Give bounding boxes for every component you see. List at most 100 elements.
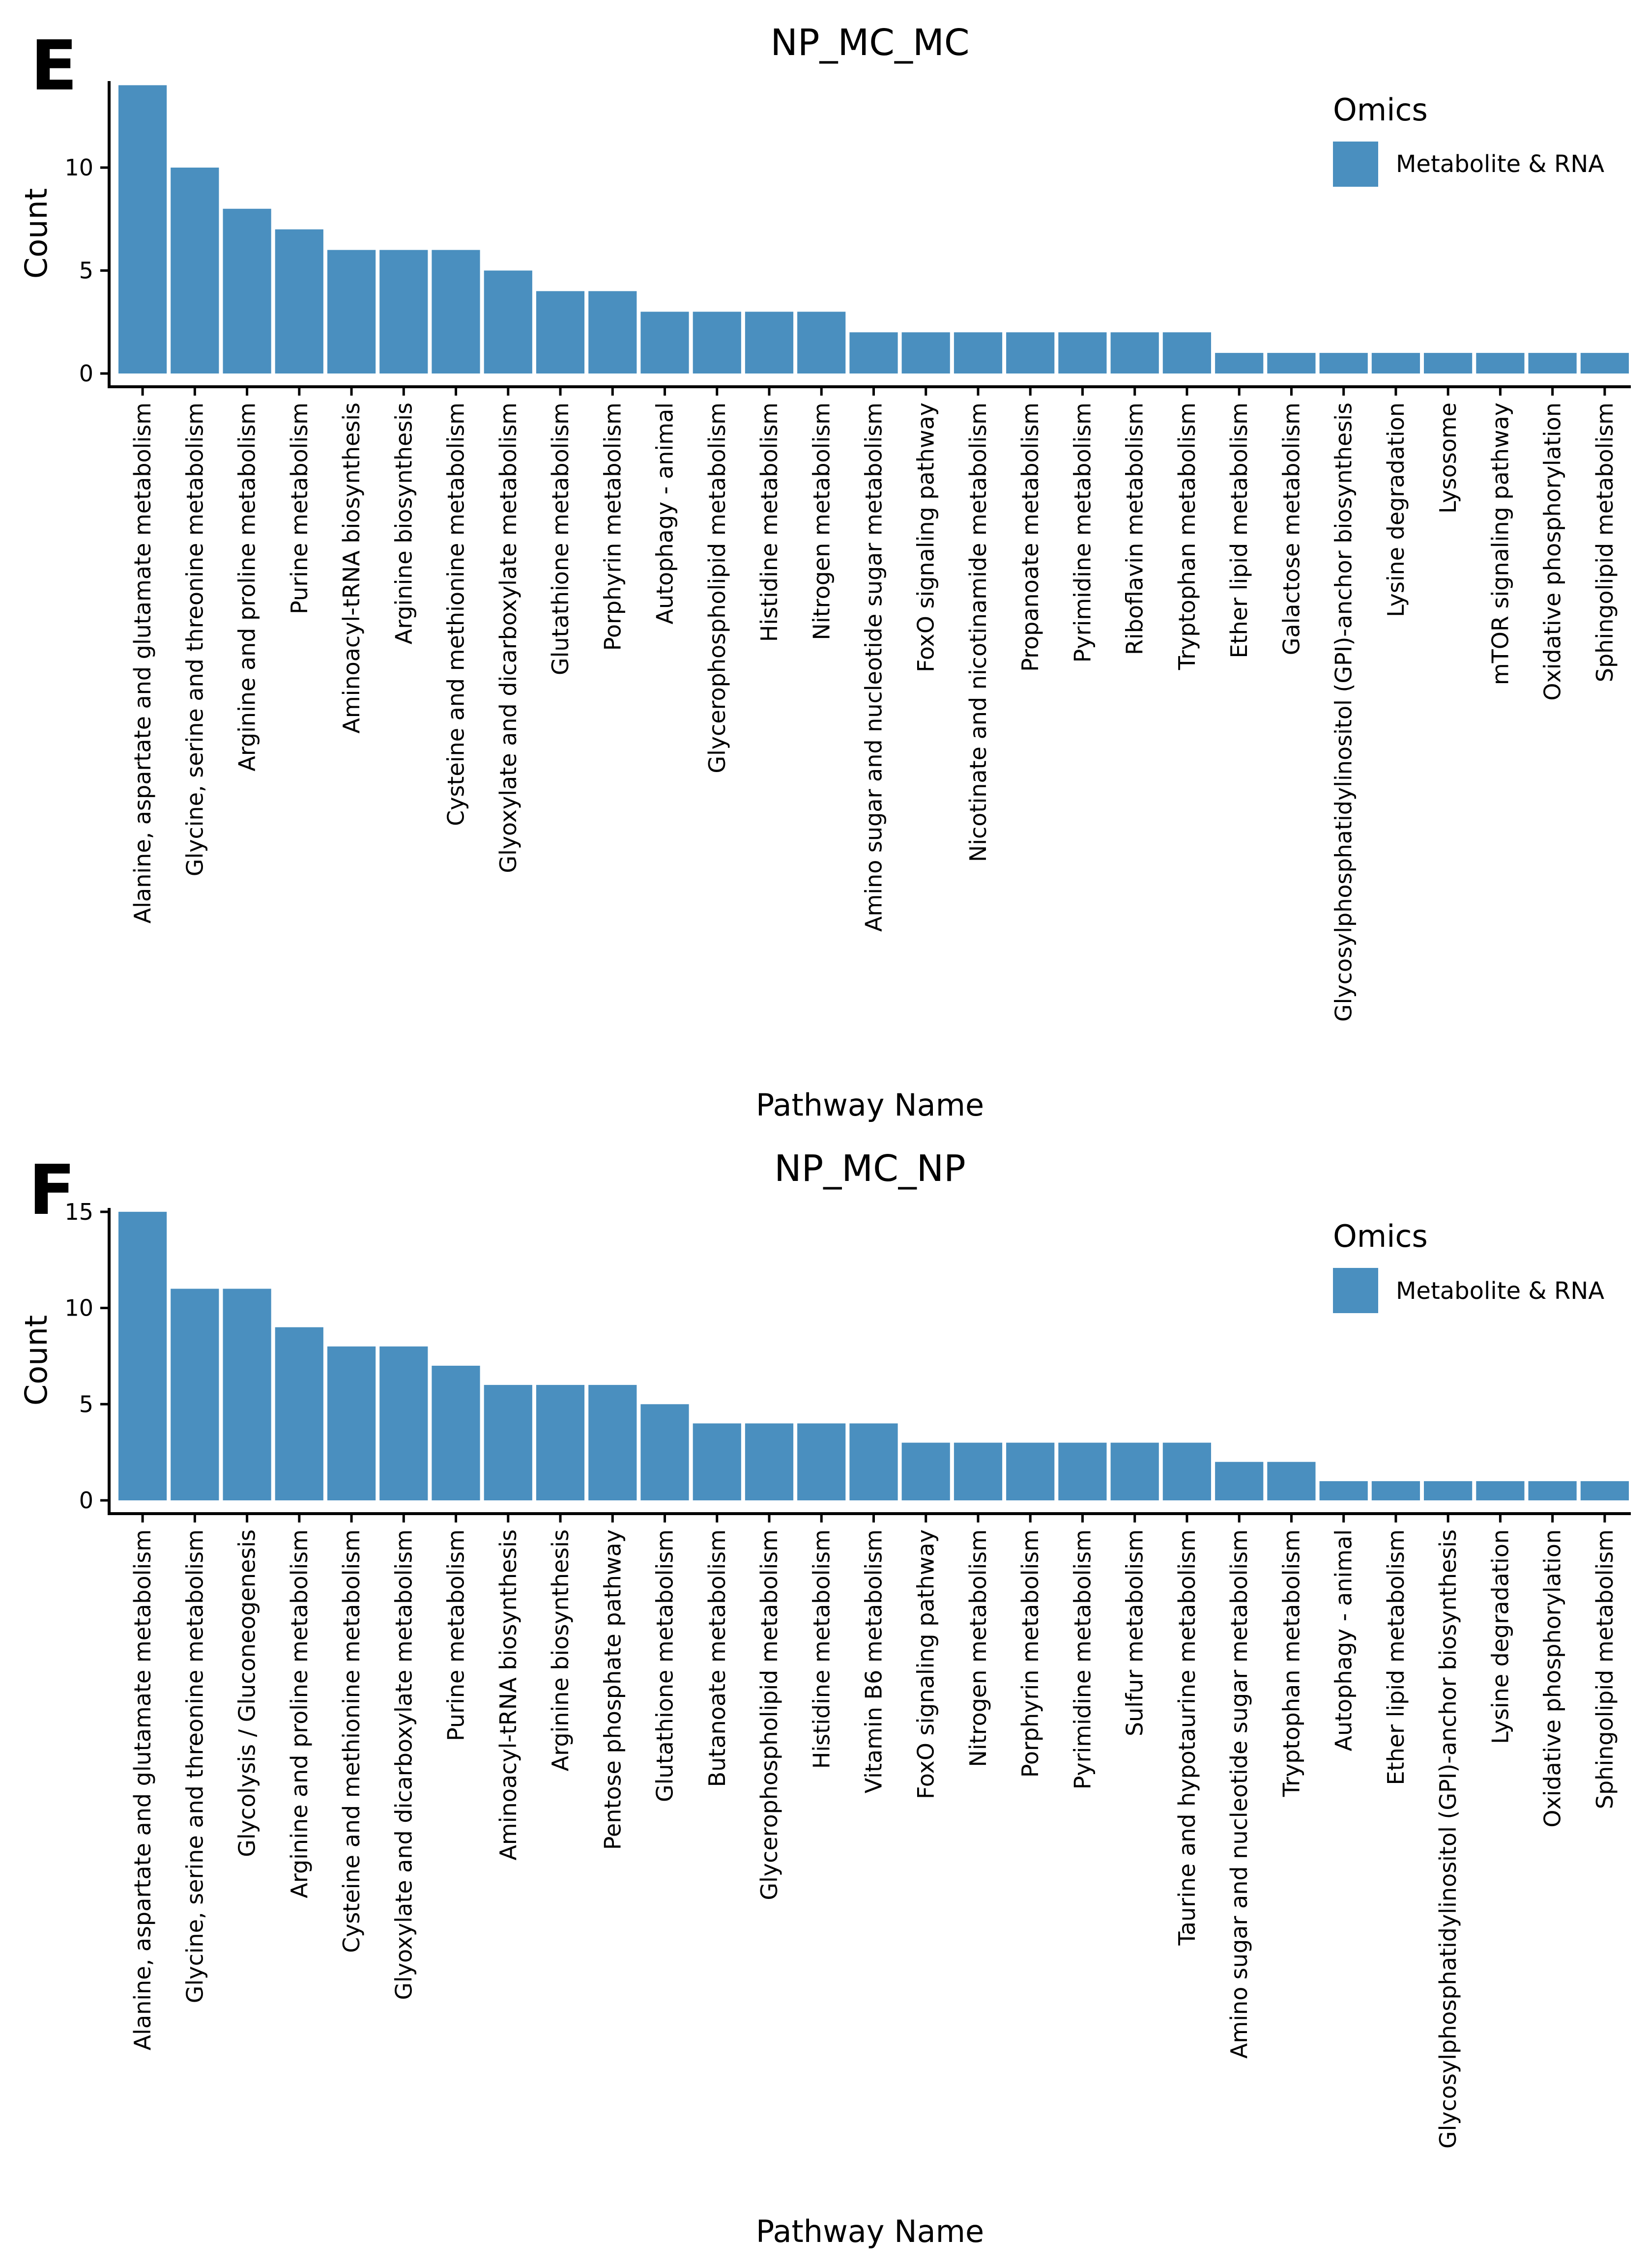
bar: [1319, 1481, 1368, 1500]
y-tick-label: 5: [79, 1391, 93, 1417]
x-tick-label: Lysine degradation: [1383, 402, 1409, 617]
bar: [536, 1385, 585, 1500]
bar: [1110, 1442, 1159, 1500]
y-tick-label: 10: [64, 1295, 93, 1321]
x-tick-label: Porphyrin metabolism: [1017, 1529, 1043, 1778]
x-tick-label: Oxidative phosphorylation: [1539, 1529, 1566, 1828]
x-tick-label: Oxidative phosphorylation: [1539, 402, 1566, 701]
x-tick-label: Purine metabolism: [443, 1529, 469, 1741]
x-tick-label: Taurine and hypotaurine metabolism: [1174, 1529, 1200, 1946]
x-tick-label: Glycerophospholipid metabolism: [704, 402, 730, 774]
bar: [1267, 1462, 1316, 1500]
x-tick-label: Vitamin B6 metabolism: [861, 1529, 887, 1793]
x-tick-label: Glyoxylate and dicarboxylate metabolism: [390, 1529, 417, 2000]
chart-title: NP_MC_MC: [770, 22, 969, 64]
x-tick-label: Alanine, aspartate and glutamate metabol…: [129, 1529, 156, 2050]
x-tick-label: Sphingolipid metabolism: [1591, 402, 1618, 682]
x-tick-label: Pyrimidine metabolism: [1070, 1529, 1096, 1789]
x-tick-label: Glutathione metabolism: [652, 1529, 678, 1802]
y-tick-label: 15: [64, 1199, 93, 1225]
y-axis-title: Count: [18, 1315, 54, 1406]
x-tick-label: Riboflavin metabolism: [1122, 402, 1148, 655]
x-tick-label: Glycolysis / Gluconeogenesis: [234, 1529, 260, 1857]
chart-title: NP_MC_NP: [774, 1148, 965, 1190]
bar: [327, 250, 376, 373]
bar: [484, 270, 532, 373]
x-tick-label: Cysteine and methionine metabolism: [338, 1529, 365, 1953]
x-tick-label: Alanine, aspartate and glutamate metabol…: [129, 402, 156, 923]
bar: [849, 1423, 898, 1500]
bar: [1058, 1442, 1107, 1500]
x-tick-label: Glutathione metabolism: [547, 402, 574, 675]
bar: [327, 1346, 376, 1500]
x-tick-label: Autophagy - animal: [652, 402, 678, 625]
x-tick-label: Pentose phosphate pathway: [599, 1529, 626, 1850]
panel-letter: F: [29, 1150, 76, 1231]
legend-label: Metabolite & RNA: [1396, 150, 1604, 178]
y-tick-label: 5: [79, 257, 93, 284]
x-tick-label: Lysine degradation: [1487, 1529, 1513, 1744]
bar: [1580, 1481, 1629, 1500]
x-tick-label: FoxO signaling pathway: [913, 1529, 939, 1799]
legend-label: Metabolite & RNA: [1396, 1277, 1604, 1305]
bar: [901, 332, 950, 373]
bar: [118, 1211, 167, 1500]
bar: [1319, 353, 1368, 373]
x-tick-label: mTOR signaling pathway: [1487, 402, 1513, 685]
x-tick-label: Arginine and proline metabolism: [286, 1529, 313, 1898]
bar: [379, 250, 428, 373]
x-tick-label: Arginine biosynthesis: [547, 1529, 574, 1771]
x-tick-label: Tryptophan metabolism: [1174, 402, 1200, 670]
x-tick-label: Glycosylphosphatidylinositol (GPI)-ancho…: [1435, 1529, 1461, 2149]
bar: [745, 1423, 794, 1500]
bar: [1528, 1481, 1577, 1500]
bar: [588, 291, 637, 373]
x-tick-label: Sphingolipid metabolism: [1591, 1529, 1618, 1809]
panel-letter: E: [30, 26, 78, 106]
x-axis-title: Pathway Name: [756, 1087, 984, 1123]
x-tick-label: Porphyrin metabolism: [599, 402, 626, 651]
x-tick-label: Tryptophan metabolism: [1278, 1529, 1304, 1797]
x-tick-label: Ether lipid metabolism: [1383, 1529, 1409, 1785]
y-axis-title: Count: [18, 188, 54, 279]
legend-title: Omics: [1333, 1218, 1428, 1254]
x-tick-label: Pyrimidine metabolism: [1070, 402, 1096, 662]
x-tick-label: Propanoate metabolism: [1017, 402, 1043, 672]
x-tick-label: Butanoate metabolism: [704, 1529, 730, 1787]
bar: [1476, 1481, 1525, 1500]
bar: [849, 332, 898, 373]
x-tick-label: Glyoxylate and dicarboxylate metabolism: [495, 402, 521, 873]
bar: [693, 312, 741, 373]
bar: [640, 312, 689, 373]
bar: [484, 1385, 532, 1500]
x-axis-title: Pathway Name: [756, 2213, 984, 2249]
x-tick-label: Arginine and proline metabolism: [234, 402, 260, 772]
x-tick-label: Aminoacyl-tRNA biosynthesis: [495, 1529, 521, 1861]
bar: [797, 1423, 846, 1500]
bar: [223, 208, 271, 373]
bar: [954, 332, 1003, 373]
bar: [588, 1385, 637, 1500]
legend: Omics Metabolite & RNA: [1333, 1218, 1604, 1313]
bar: [432, 1366, 480, 1500]
bar-group: [118, 85, 1629, 373]
x-tick-label: Histidine metabolism: [808, 1529, 835, 1769]
bar: [171, 168, 219, 373]
legend-title: Omics: [1333, 92, 1428, 128]
legend-swatch: [1333, 1268, 1378, 1313]
bar: [536, 291, 585, 373]
panel-f: F NP_MC_NP Count Pathway Name Omics Meta…: [18, 1148, 1631, 2249]
x-tick-label: Aminoacyl-tRNA biosynthesis: [338, 402, 365, 734]
x-tick-label: Cysteine and methionine metabolism: [443, 402, 469, 826]
x-tick-label: Nicotinate and nicotinamide metabolism: [965, 402, 991, 862]
bar: [901, 1442, 950, 1500]
bar: [1215, 1462, 1264, 1500]
x-tick-label: Nitrogen metabolism: [808, 402, 835, 640]
bar: [1371, 1481, 1420, 1500]
bar: [797, 312, 846, 373]
bar: [1267, 353, 1316, 373]
x-tick-label: Glycine, serine and threonine metabolism: [181, 1529, 208, 2003]
bar: [379, 1346, 428, 1500]
